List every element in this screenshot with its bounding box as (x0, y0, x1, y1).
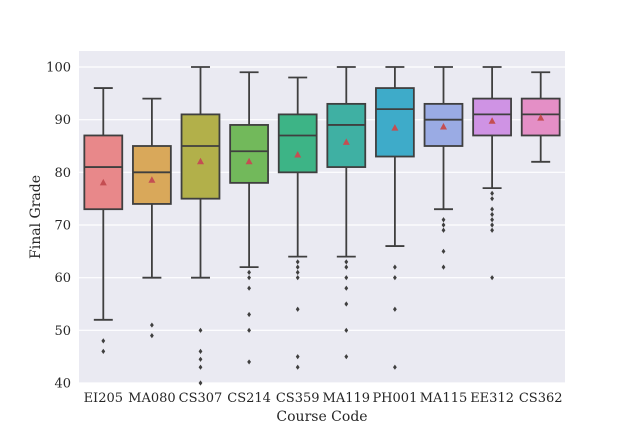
x-tick-label-cs362: CS362 (519, 391, 563, 406)
outlier-point (393, 264, 397, 270)
y-tick-label: 50 (54, 324, 71, 339)
y-tick-label: 100 (46, 61, 71, 76)
iqr-box (132, 145, 172, 205)
outlier-point (247, 269, 251, 275)
outlier-point (150, 322, 154, 328)
mean-marker (197, 157, 204, 165)
outlier-point (344, 301, 349, 307)
outlier-point (198, 364, 203, 370)
box-cs362 (520, 71, 561, 163)
box-ph001 (375, 66, 415, 370)
outlier-point (247, 311, 251, 318)
mean-marker (294, 150, 302, 158)
iqr-box (520, 97, 561, 137)
outlier-point (490, 227, 494, 233)
outlier-point (490, 222, 494, 228)
y-tick-label: 70 (54, 219, 71, 234)
mean-marker (342, 138, 350, 145)
iqr-box (83, 134, 124, 211)
outlier-point (295, 275, 300, 281)
x-axis-ticks: EI205 MA080 CS307 CS214 CS359 MA119 PH001 MA115… (84, 391, 563, 406)
outlier-point (490, 211, 494, 218)
outlier-point (295, 354, 300, 360)
x-tick-label-cs359: CS359 (276, 391, 320, 406)
box-cs214 (229, 71, 269, 365)
outlier-point (393, 275, 397, 281)
mean-marker (440, 123, 447, 130)
mean-marker (391, 124, 399, 131)
outlier-point (344, 354, 349, 360)
outlier-point (441, 217, 446, 223)
box-ee312 (472, 66, 512, 281)
outlier-point (344, 264, 349, 270)
iqr-box (229, 124, 269, 184)
outlier-point (344, 327, 349, 333)
mean-marker (488, 117, 496, 124)
outlier-point (344, 259, 349, 265)
outlier-point (198, 380, 203, 386)
x-tick-label-ei205: EI205 (84, 391, 123, 406)
iqr-box (326, 102, 367, 168)
outlier-point (198, 327, 203, 333)
iqr-box (472, 97, 512, 137)
x-tick-label-cs307: CS307 (179, 391, 223, 406)
x-axis-title: Course Code (276, 409, 367, 425)
y-tick-label: 90 (54, 113, 71, 128)
outlier-point (295, 269, 300, 275)
y-tick-label: 40 (54, 377, 71, 392)
x-tick-label-ma119: MA119 (323, 391, 371, 406)
iqr-box (180, 113, 221, 200)
outlier-point (393, 364, 397, 370)
outlier-point (393, 306, 397, 312)
outlier-point (441, 264, 446, 270)
outlier-point (490, 217, 494, 223)
outlier-point (490, 206, 494, 212)
outlier-point (441, 227, 446, 233)
outlier-point (101, 348, 106, 354)
y-tick-label: 80 (54, 166, 71, 181)
y-axis-ticks: 40 50 60 70 80 90 100 (46, 61, 71, 392)
box-ma080 (132, 97, 172, 339)
x-tick-label-ph001: PH001 (372, 391, 417, 406)
box-ma115 (423, 66, 464, 270)
outlier-point (441, 222, 446, 228)
outlier-point (490, 275, 494, 281)
x-tick-label-cs214: CS214 (227, 391, 271, 406)
box-cs307 (180, 66, 221, 386)
outlier-point (247, 359, 251, 365)
outlier-point (150, 333, 154, 339)
outlier-point (295, 264, 300, 270)
x-tick-label-ee312: EE312 (470, 391, 514, 406)
outlier-point (295, 364, 300, 370)
outlier-point (295, 259, 300, 265)
iqr-box (375, 87, 415, 158)
outlier-point (490, 196, 494, 202)
outlier-point (441, 248, 446, 254)
mean-marker (245, 157, 253, 165)
outlier-point (295, 306, 300, 312)
y-axis-title: Final Grade (28, 175, 44, 259)
box-ei205 (83, 87, 124, 354)
mean-marker (537, 114, 545, 121)
y-tick-label: 60 (54, 271, 71, 286)
outlier-point (247, 327, 251, 333)
outlier-point (247, 275, 251, 281)
outlier-point (198, 356, 203, 362)
mean-marker (148, 176, 156, 183)
outlier-point (490, 190, 494, 196)
outlier-point (247, 285, 251, 291)
outlier-point (344, 275, 349, 281)
box-series (83, 66, 561, 386)
x-tick-label-ma115: MA115 (420, 391, 468, 406)
x-tick-label-ma080: MA080 (128, 391, 176, 406)
iqr-box (277, 113, 318, 174)
box-cs359 (277, 76, 318, 370)
box-ma119 (326, 66, 367, 360)
outlier-point (101, 338, 106, 344)
outlier-point (198, 348, 203, 354)
outlier-point (344, 285, 349, 291)
mean-marker (99, 178, 107, 186)
